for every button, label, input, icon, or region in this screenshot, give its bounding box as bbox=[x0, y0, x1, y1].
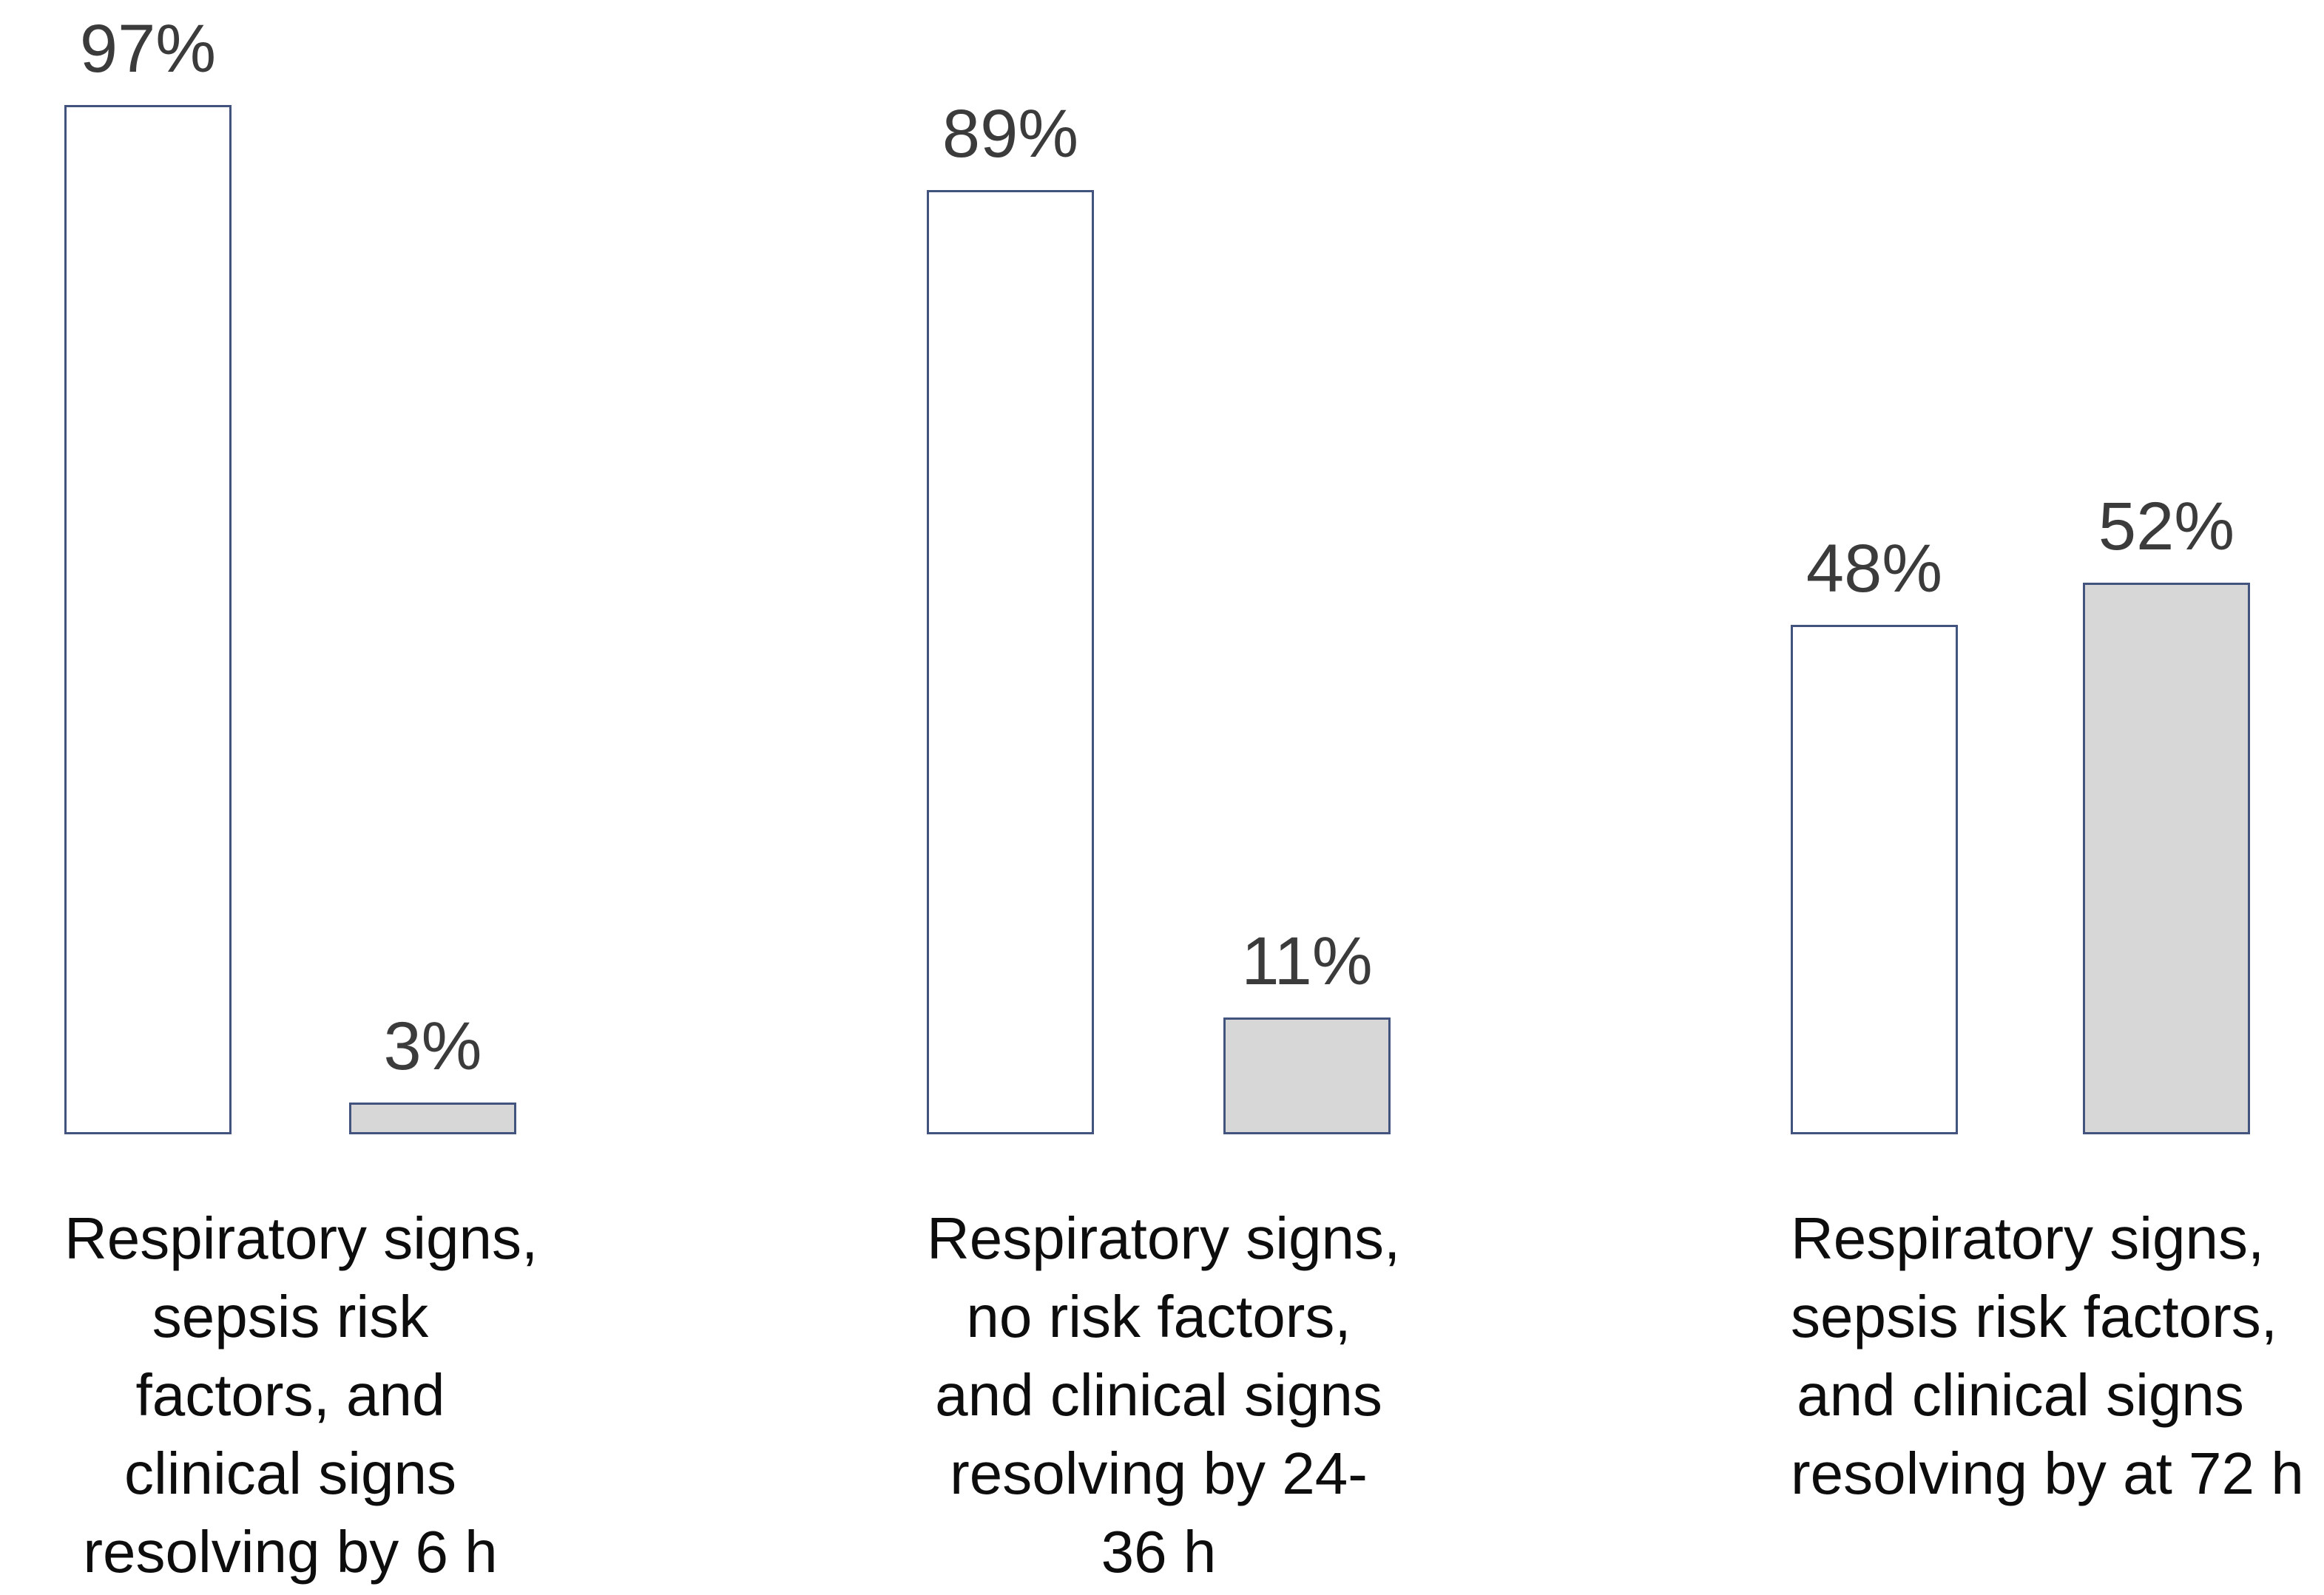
category-label-line: Respiratory signs, bbox=[1791, 1205, 2265, 1271]
bar-value-label: 97% bbox=[79, 11, 217, 87]
category-label-line: resolving by 24- bbox=[950, 1440, 1368, 1506]
category-label: Respiratory signs, sepsis risk factors, … bbox=[64, 1199, 538, 1591]
category-label: Respiratory signs, no risk factors, and … bbox=[927, 1199, 1401, 1591]
category-label: Respiratory signs, sepsis risk factors, … bbox=[1791, 1199, 2304, 1513]
bar-value-label: 52% bbox=[2098, 489, 2235, 564]
bar-pair: 89% 11% bbox=[927, 0, 1391, 1134]
bar-value-label: 3% bbox=[383, 1009, 482, 1084]
category-label-line: Respiratory signs, bbox=[927, 1205, 1401, 1271]
category-label-line: factors, and bbox=[135, 1362, 445, 1428]
category-label-line: 36 h bbox=[1101, 1519, 1217, 1585]
bar-white bbox=[927, 190, 1094, 1134]
category-label-line: no risk factors, bbox=[966, 1284, 1351, 1350]
chart-group-resolving-72h: 48% 52% Respiratory signs, sepsis risk f… bbox=[1791, 0, 2304, 1513]
chart-group-resolving-6h: 97% 3% Respiratory signs, sepsis risk fa… bbox=[64, 0, 538, 1591]
category-label-line: sepsis risk factors, bbox=[1791, 1284, 2277, 1350]
chart-group-resolving-24-36h: 89% 11% Respiratory signs, no risk facto… bbox=[927, 0, 1401, 1591]
category-label-line: resolving by 6 h bbox=[83, 1519, 498, 1585]
category-label-line: resolving by at 72 h bbox=[1791, 1440, 2304, 1506]
bar-value-label: 11% bbox=[1241, 924, 1373, 999]
category-label-line: sepsis risk bbox=[152, 1284, 429, 1350]
bar-white bbox=[1791, 625, 1958, 1134]
bar-gray bbox=[1223, 1017, 1391, 1134]
bar-gray bbox=[349, 1103, 516, 1134]
category-label-line: Respiratory signs, bbox=[64, 1205, 538, 1271]
bar-column: 48% bbox=[1791, 532, 1958, 1134]
bar-column: 3% bbox=[349, 1009, 516, 1134]
bar-value-label: 89% bbox=[942, 96, 1079, 172]
bar-column: 97% bbox=[64, 12, 232, 1134]
bar-column: 52% bbox=[2083, 490, 2250, 1134]
bar-pair: 97% 3% bbox=[64, 0, 516, 1134]
bar-pair: 48% 52% bbox=[1791, 0, 2250, 1134]
bar-white bbox=[64, 105, 232, 1134]
category-label-line: and clinical signs bbox=[1797, 1362, 2244, 1428]
category-label-line: clinical signs bbox=[124, 1440, 457, 1506]
bar-value-label: 48% bbox=[1806, 531, 1943, 606]
category-label-line: and clinical signs bbox=[935, 1362, 1382, 1428]
bar-gray bbox=[2083, 583, 2250, 1134]
bar-column: 11% bbox=[1223, 924, 1391, 1134]
bar-column: 89% bbox=[927, 97, 1094, 1134]
